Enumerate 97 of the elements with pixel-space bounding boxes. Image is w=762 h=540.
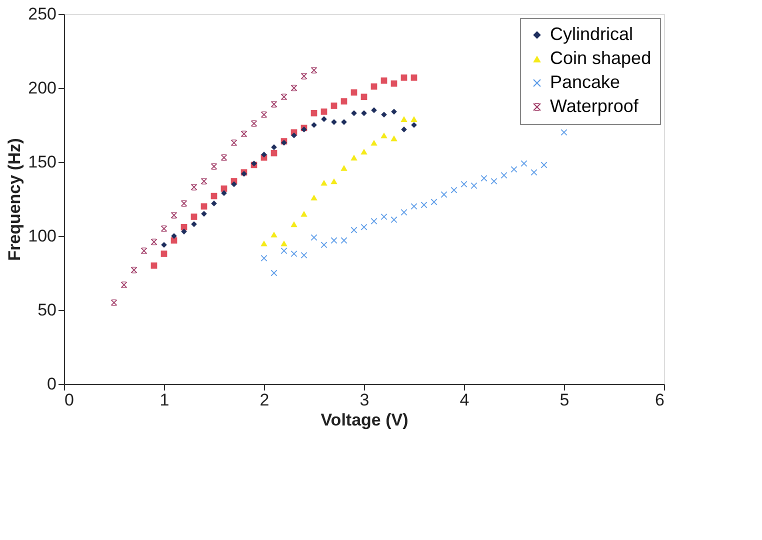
point [220, 154, 228, 161]
point [201, 210, 207, 217]
point [210, 163, 218, 170]
point [270, 232, 278, 238]
point [280, 240, 288, 246]
point [420, 202, 428, 208]
point [330, 178, 338, 184]
point [150, 262, 158, 269]
point [291, 132, 297, 138]
point [360, 224, 368, 230]
point [250, 120, 258, 127]
point [340, 237, 348, 244]
point [390, 135, 398, 142]
point [320, 180, 328, 186]
x-tick-label: 4 [460, 390, 470, 410]
point [440, 191, 448, 198]
point [340, 165, 348, 171]
point [261, 152, 267, 158]
point [180, 224, 188, 230]
point [410, 203, 418, 210]
point [271, 144, 277, 150]
point [160, 225, 168, 232]
point [360, 94, 368, 100]
point [370, 140, 378, 146]
point [260, 111, 268, 118]
point [560, 129, 568, 136]
x-axis-title: Voltage (V) [320, 410, 408, 430]
point [391, 108, 397, 115]
point [330, 102, 338, 109]
point [260, 240, 268, 246]
point [110, 299, 118, 306]
point [310, 194, 318, 200]
point [350, 226, 358, 234]
x-tick-label: 5 [560, 390, 570, 410]
point [270, 150, 278, 156]
point [390, 80, 398, 87]
y-tick-label: 250 [28, 4, 56, 24]
point [430, 198, 438, 206]
legend-label: Pancake [550, 72, 620, 92]
point [310, 234, 318, 241]
point [540, 162, 548, 168]
point [410, 116, 418, 122]
point [231, 181, 237, 188]
x-tick-label: 2 [260, 390, 270, 410]
legend-label: Waterproof [550, 96, 640, 116]
y-tick-label: 50 [38, 300, 56, 320]
point [350, 89, 358, 96]
y-tick-label: 200 [28, 78, 56, 98]
x-tick-label: 1 [160, 390, 170, 410]
point [220, 185, 228, 192]
point [320, 108, 328, 115]
point [410, 74, 418, 81]
point [330, 237, 338, 244]
point [400, 74, 408, 81]
point [310, 110, 318, 116]
point [300, 210, 308, 217]
point [270, 270, 278, 276]
point [400, 116, 408, 122]
point [361, 110, 367, 116]
point [210, 192, 218, 200]
point [161, 242, 167, 248]
point [520, 160, 528, 167]
point [380, 132, 388, 138]
y-tick-label: 150 [28, 152, 56, 172]
x-tick-label: 0 [64, 390, 74, 410]
point [180, 200, 188, 207]
point [371, 107, 377, 114]
point [290, 84, 298, 92]
point [190, 184, 198, 190]
point [191, 221, 197, 228]
point [381, 112, 387, 118]
point [450, 186, 458, 194]
point [280, 94, 288, 100]
point [150, 238, 158, 246]
point [510, 166, 518, 173]
point [130, 266, 138, 274]
y-tick-label: 0 [47, 374, 56, 394]
point [300, 73, 308, 80]
point [120, 282, 128, 288]
point [200, 203, 208, 210]
y-tick-label: 100 [28, 226, 56, 246]
legend-label: Cylindrical [550, 24, 634, 44]
point [240, 130, 248, 138]
point [380, 77, 388, 84]
point [360, 148, 368, 155]
x-tick-label: 3 [360, 390, 370, 410]
point [340, 98, 348, 104]
point [290, 221, 298, 228]
point [190, 214, 198, 220]
point [160, 250, 168, 257]
point [320, 242, 328, 248]
point [350, 154, 358, 160]
legend-label: Coin shaped [550, 48, 652, 68]
y-axis-title: Frequency (Hz) [5, 138, 24, 261]
point [351, 110, 357, 116]
x-tick-label: 6 [655, 390, 664, 410]
point [370, 83, 378, 90]
